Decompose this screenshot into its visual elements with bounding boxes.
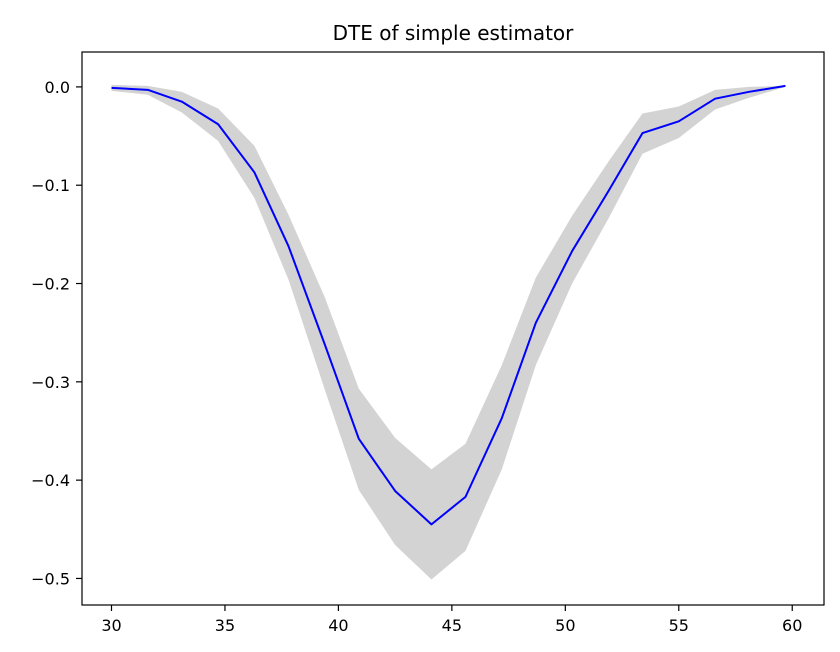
x-tick-label: 50: [555, 616, 575, 635]
series-line: [111, 84, 786, 526]
confidence-band-layer: [111, 84, 786, 580]
plot-frame: [81, 51, 825, 606]
y-tick-label: 0.0: [45, 78, 70, 97]
y-tick-label: −0.3: [31, 373, 70, 392]
y-tick-label: −0.2: [31, 275, 70, 294]
y-tick-label: −0.5: [31, 569, 70, 588]
x-tick-label: 35: [215, 616, 235, 635]
x-tick-label: 40: [328, 616, 348, 635]
confidence-band: [111, 84, 786, 580]
x-tick-label: 55: [669, 616, 689, 635]
y-tick-label: −0.4: [31, 471, 70, 490]
x-tick-label: 60: [782, 616, 802, 635]
y-tick-label: −0.1: [31, 176, 70, 195]
y-axis: 0.0 −0.1 −0.2 −0.3 −0.4 −0.5: [31, 78, 82, 588]
x-tick-label: 45: [442, 616, 462, 635]
x-tick-label: 30: [101, 616, 121, 635]
x-axis: 30 35 40 45 50 55 60: [101, 605, 802, 635]
chart-title: DTE of simple estimator: [333, 21, 575, 45]
series-line-layer: [111, 84, 786, 526]
